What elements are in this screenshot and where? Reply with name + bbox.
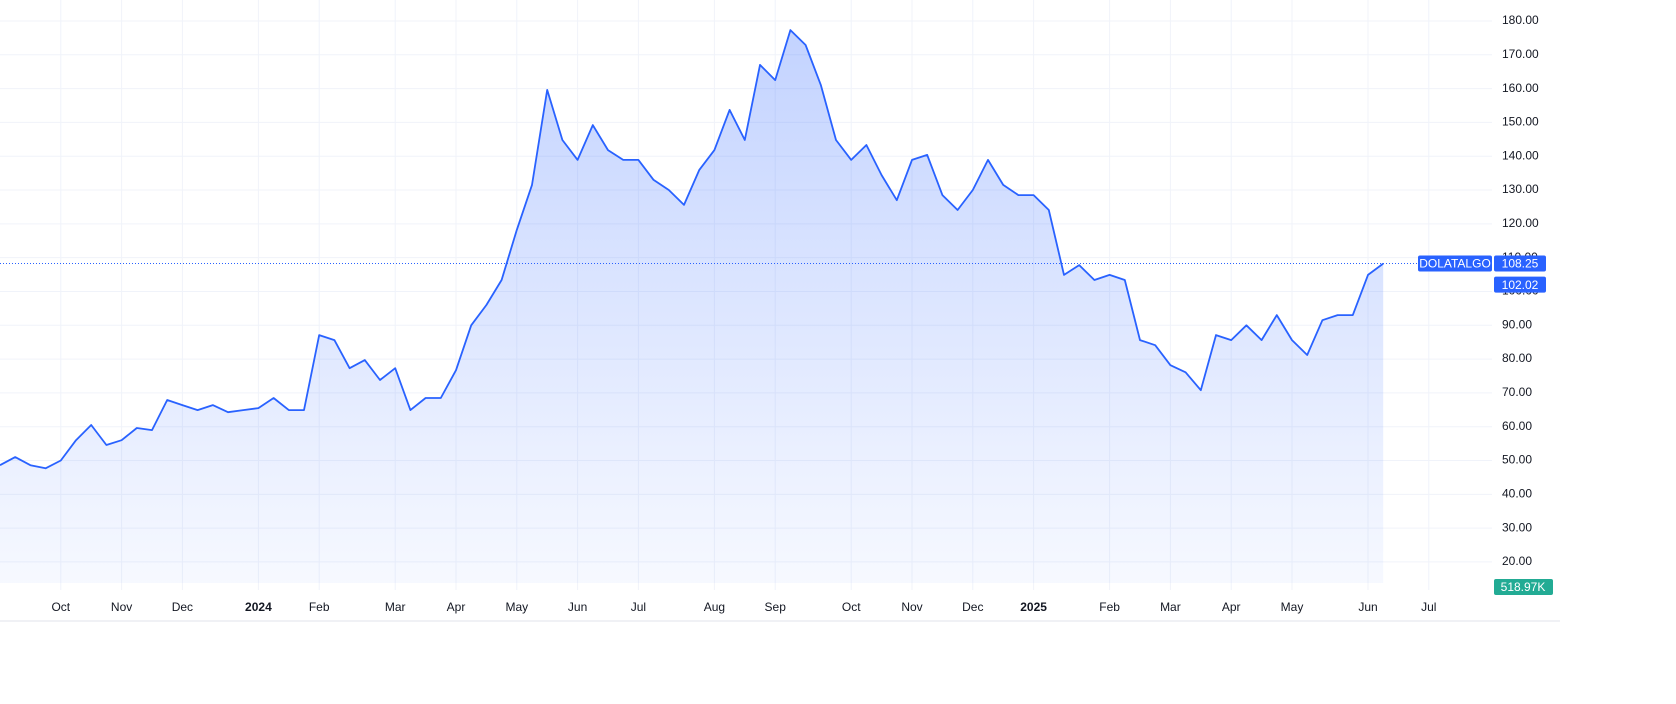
y-tick-label: 160.00 <box>1502 81 1539 95</box>
x-tick-label: Nov <box>111 600 132 614</box>
x-tick-label: 2025 <box>1020 600 1047 614</box>
y-tick-label: 20.00 <box>1502 554 1532 568</box>
x-tick-label: Mar <box>1160 600 1181 614</box>
y-tick-label: 140.00 <box>1502 148 1539 162</box>
x-tick-label: May <box>1281 600 1304 614</box>
axes: 20.00 30.00 40.00 50.00 60.00 70.00 80.00 90.00… <box>51 13 1553 614</box>
x-tick-label: Nov <box>901 600 922 614</box>
x-tick-label: Jun <box>568 600 587 614</box>
y-tick-label: 150.00 <box>1502 115 1539 129</box>
y-tick-label: 80.00 <box>1502 351 1532 365</box>
y-tick-label: 30.00 <box>1502 520 1532 534</box>
x-tick-label: Feb <box>1099 600 1120 614</box>
x-tick-label: Jul <box>1421 600 1436 614</box>
x-tick-label: Aug <box>704 600 725 614</box>
x-tick-label: May <box>505 600 528 614</box>
y-tick-label: 170.00 <box>1502 47 1539 61</box>
price-tag-bg <box>1494 255 1546 272</box>
y-tick-label: 120.00 <box>1502 216 1539 230</box>
y-tick-label: 70.00 <box>1502 385 1532 399</box>
x-tick-label: 2024 <box>245 600 272 614</box>
y-tick-label: 180.00 <box>1502 13 1539 27</box>
symbol-tag: DOLATALGO <box>1419 257 1491 271</box>
reference-tag-bg <box>1494 276 1546 293</box>
x-tick-label: Jul <box>631 600 646 614</box>
volume-tag: 518.97K <box>1501 580 1546 594</box>
plot <box>0 29 1418 584</box>
x-tick-label: Feb <box>309 600 330 614</box>
x-tick-label: Mar <box>385 600 406 614</box>
x-tick-label: Apr <box>447 600 466 614</box>
x-tick-label: Dec <box>172 600 193 614</box>
price-line <box>0 29 1384 470</box>
symbol-tag-bg <box>1418 255 1492 272</box>
x-tick-label: Sep <box>765 600 787 614</box>
y-tick-label: 90.00 <box>1502 317 1532 331</box>
y-tick-label: 60.00 <box>1502 419 1532 433</box>
x-tick-label: Oct <box>51 600 70 614</box>
reference-tag: 102.02 <box>1502 278 1539 292</box>
x-tick-label: Oct <box>842 600 861 614</box>
y-tick-label: 40.00 <box>1502 486 1532 500</box>
price-tag: 108.25 <box>1502 257 1539 271</box>
volume-tag-bg <box>1494 579 1553 595</box>
y-tick-label: 50.00 <box>1502 453 1532 467</box>
x-tick-label: Apr <box>1222 600 1241 614</box>
x-tick-label: Jun <box>1358 600 1377 614</box>
area-fill <box>0 30 1384 584</box>
x-tick-label: Dec <box>962 600 983 614</box>
y-tick-label: 130.00 <box>1502 182 1539 196</box>
